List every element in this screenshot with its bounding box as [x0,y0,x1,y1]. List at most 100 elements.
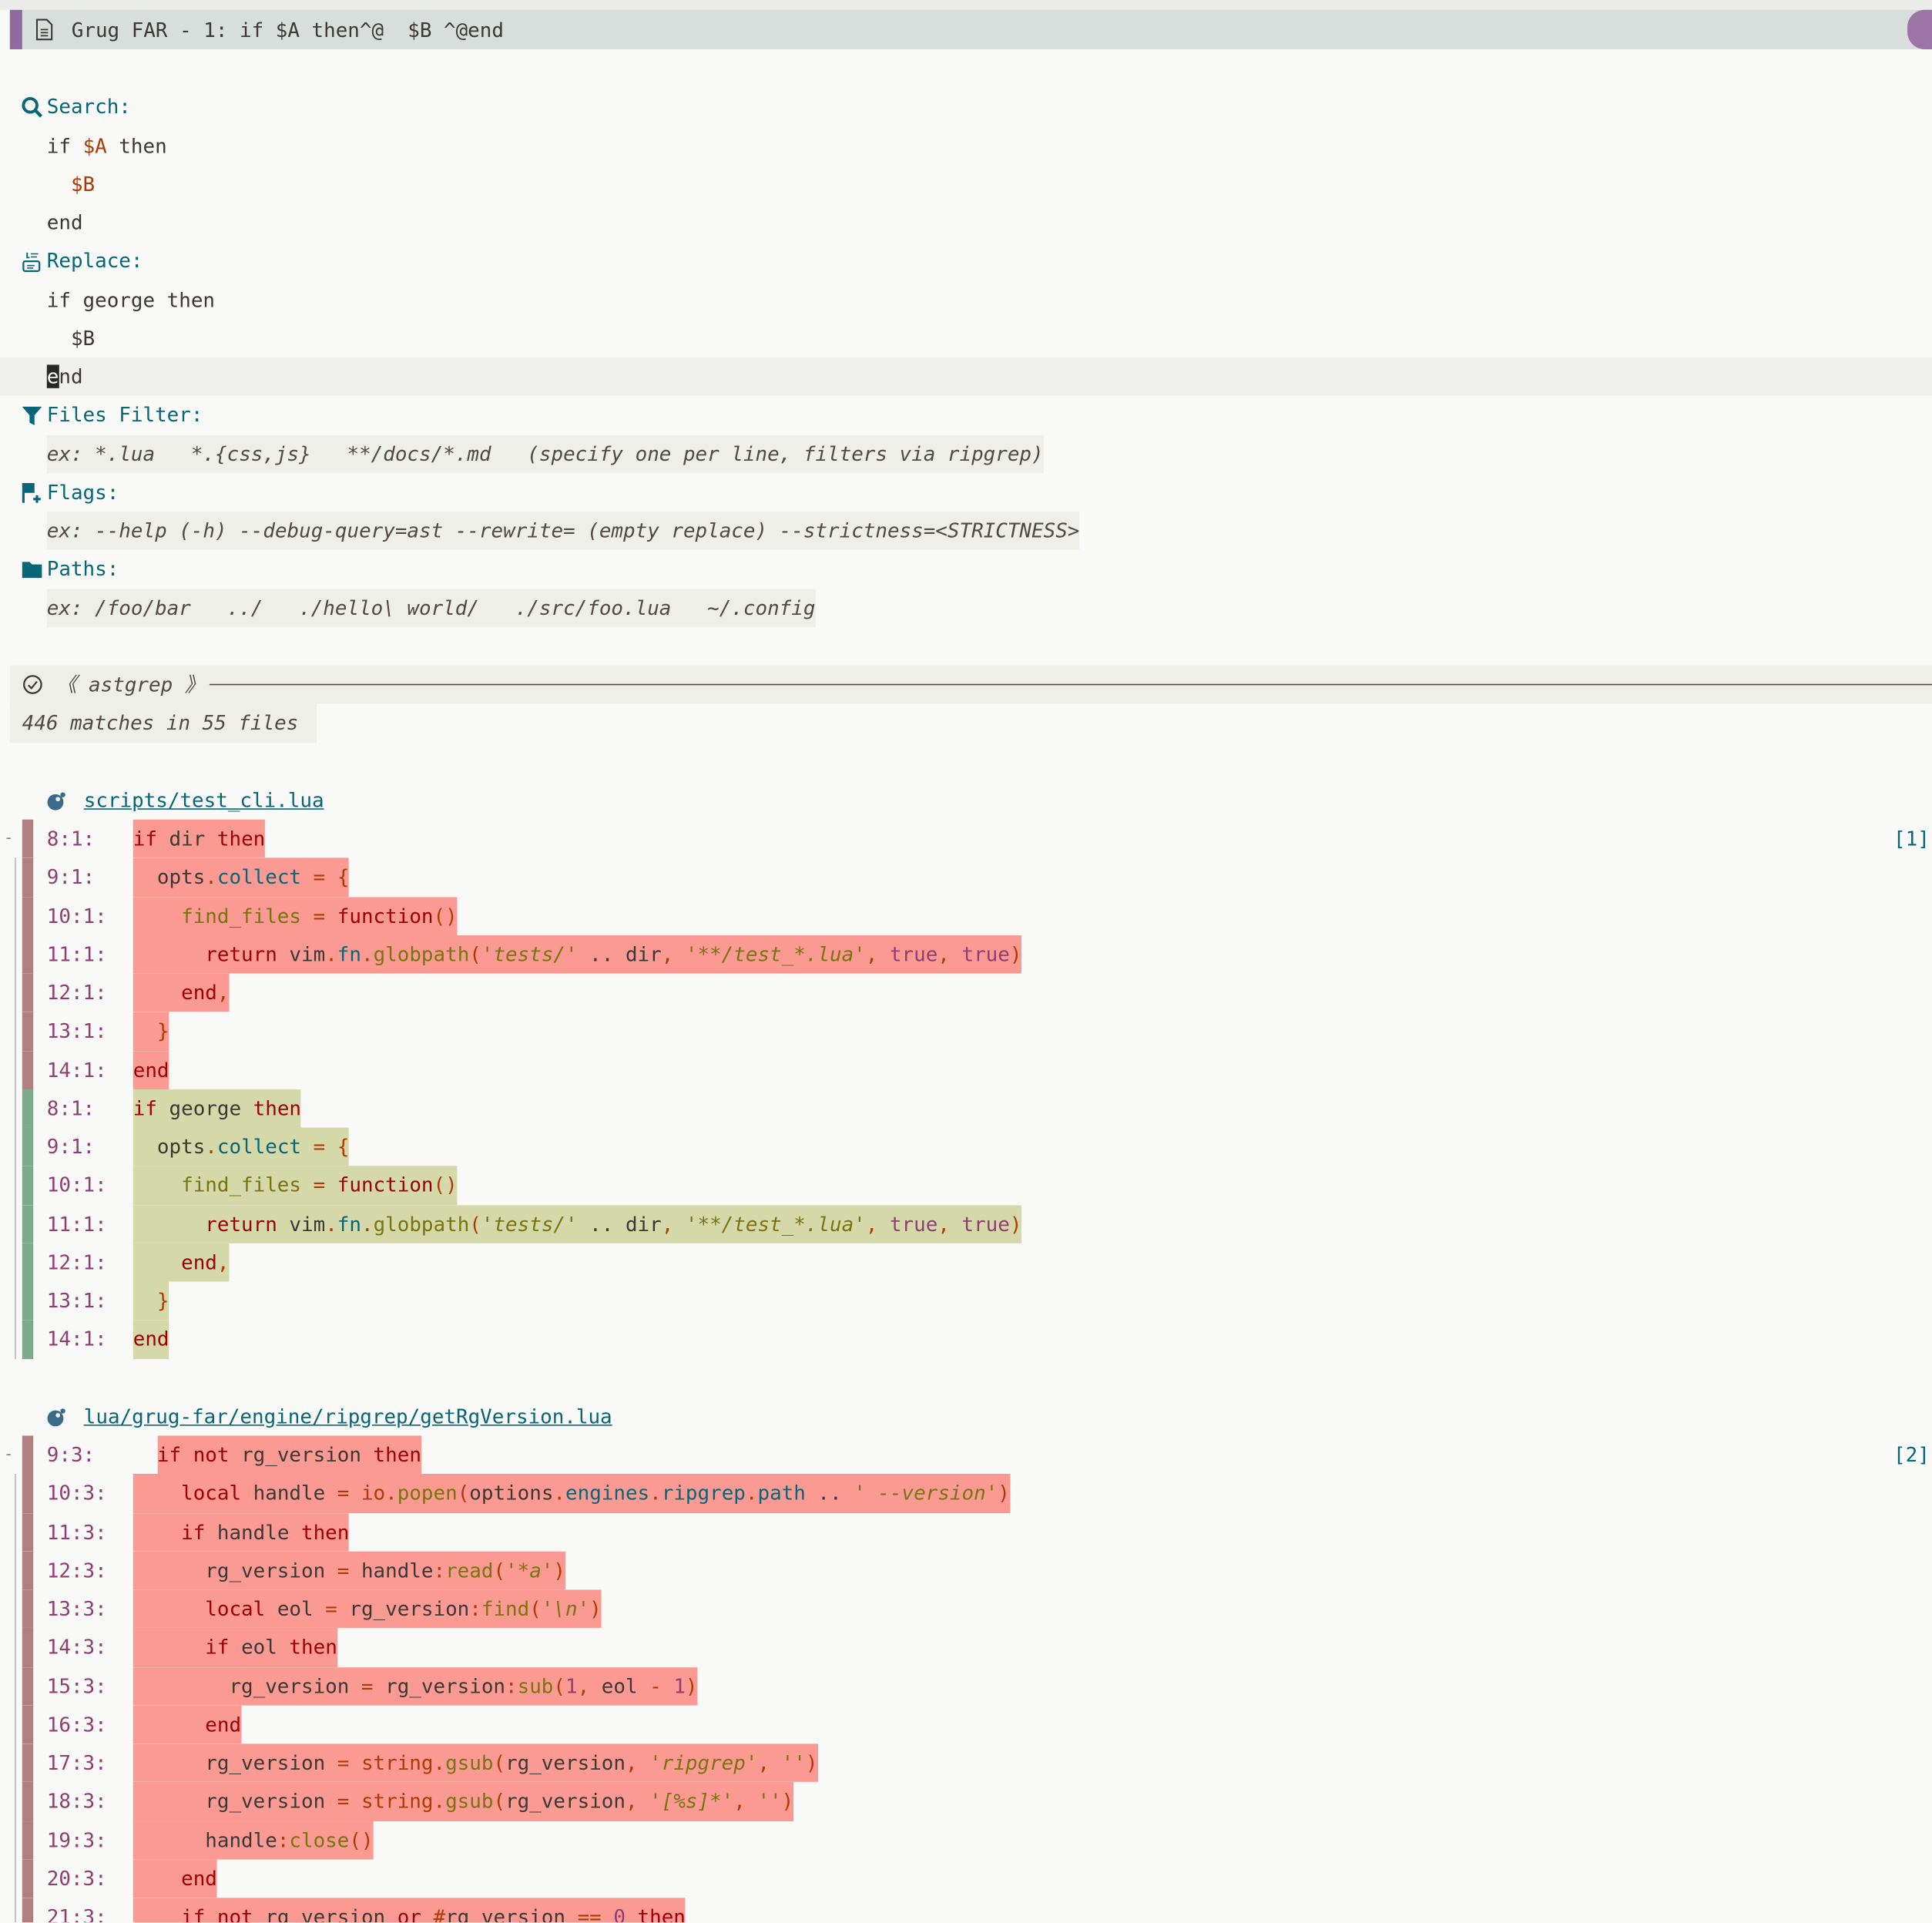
result-line[interactable]: 14:3: if eol then [0,1628,1932,1667]
result-line[interactable]: 9:1: opts.collect = { [0,1127,1932,1166]
removed-match: end [132,1050,169,1089]
code-token: . [325,1212,337,1236]
result-line[interactable]: 17:3: rg_version = string.gsub(rg_versio… [0,1743,1932,1783]
added-gutter-marker [22,1166,34,1205]
fold-marker[interactable]: - [3,1445,14,1465]
result-line[interactable]: 16:3: end [0,1705,1932,1744]
code-token: = [325,1596,350,1621]
code-line: return vim.fn.globpath('tests/' .. dir, … [132,935,1022,974]
search-input-line[interactable]: $B [70,172,96,196]
search-input-line[interactable]: end [46,210,83,234]
code-token [133,1867,181,1890]
flags-input[interactable]: ex: --help (-h) --debug-query=ast --rewr… [0,511,1932,550]
removed-match: end [132,1859,217,1898]
file-path-link[interactable]: scripts/test_cli.lua [83,788,324,812]
code-token: ) [1009,1212,1022,1236]
result-line[interactable]: 20:3: end [0,1859,1932,1898]
lua-file-icon [47,792,65,810]
files-filter-input[interactable]: ex: *.lua *.{css,js} **/docs/*.md (speci… [0,434,1932,473]
code-token [602,1905,614,1922]
code-token: ( [553,1673,565,1698]
code-token: '' [757,1789,782,1814]
code-token: { [337,865,350,889]
code-token: '**/test_*.lua' [685,942,866,966]
result-line[interactable]: 18:3: rg_version = string.gsub(rg_versio… [0,1782,1932,1821]
code-token: ( [493,1750,506,1775]
code-token: function [337,1173,434,1197]
result-line[interactable]: 9:1: opts.collect = { [0,857,1932,897]
code-line: return vim.fn.globpath('tests/' .. dir, … [132,1204,1022,1243]
result-line[interactable]: 11:1: return vim.fn.globpath('tests/' ..… [0,1204,1932,1243]
engine-status-bar: 《 astgrep 》 [9,665,1932,704]
code-token: : [469,1596,481,1621]
code-token: 1 [673,1673,686,1698]
replace-input-line[interactable]: $B [70,326,96,350]
code-token: collect [216,1135,302,1159]
result-line[interactable]: 12:1: end, [0,1243,1932,1282]
result-line[interactable]: 13:1: } [0,1281,1932,1321]
result-line[interactable]: 10:3: local handle = io.popen(options.en… [0,1474,1932,1513]
code-token: = [337,1750,361,1775]
code-token: } [156,1019,169,1043]
added-gutter-marker [22,1089,34,1128]
result-line[interactable]: 13:3: local eol = rg_version:find('\n') [0,1589,1932,1629]
removed-match: local handle = io.popen(options.engines.… [132,1474,1010,1513]
code-token: '*a' [505,1558,554,1582]
result-line[interactable]: 15:3: rg_version = rg_version:sub(1, eol… [0,1666,1932,1706]
code-token: ) [805,1750,818,1775]
code-token: local [181,1481,242,1505]
code-token: ) [1009,942,1022,966]
code-token: string [361,1750,434,1775]
buffer-title-bar: Grug FAR - 1: if $A then^@ $B ^@end [9,9,1932,49]
result-line[interactable]: 10:1: find_files = function() [0,1166,1932,1205]
code-token: io [361,1481,386,1505]
search-input-line[interactable]: if $A then [46,133,167,157]
code-token: path [757,1481,806,1505]
line-location: 12:3: [46,1558,107,1582]
added-gutter-marker [22,1127,34,1166]
code-token: true [889,1212,938,1236]
code-token: , [937,1212,962,1236]
code-token: } [156,1289,169,1313]
result-line[interactable]: 13:1: } [0,1012,1932,1051]
result-line[interactable]: 11:3: if handle then [0,1512,1932,1552]
code-token [133,1636,206,1659]
result-line[interactable]: 12:3: rg_version = handle:read('*a') [0,1551,1932,1590]
removed-gutter-marker [22,819,34,858]
code-token [133,1250,181,1274]
removed-match: if handle then [132,1512,350,1552]
result-line[interactable]: 19:3: handle:close() [0,1821,1932,1860]
code-line: } [132,1012,169,1051]
result-line[interactable]: 11:1: return vim.fn.globpath('tests/' ..… [0,935,1932,974]
result-line[interactable]: - [1] 8:1: if dir then [0,819,1932,858]
result-line[interactable]: 10:1: find_files = function() [0,896,1932,935]
result-line[interactable]: 14:1: end [0,1050,1932,1089]
result-line[interactable]: - [2] 9:3: if not rg_version then [0,1435,1932,1475]
removed-match: find_files = function() [132,896,458,935]
result-line[interactable]: 21:3: if not rg_version or #rg_version =… [0,1898,1932,1923]
flags-placeholder: ex: --help (-h) --debug-query=ast --rewr… [46,511,1079,550]
result-line[interactable]: 14:1: end [0,1320,1932,1359]
fold-marker[interactable]: - [3,829,14,848]
replace-input-line[interactable]: if george then [46,287,216,311]
code-token: rg_version [505,1750,626,1775]
code-token: rg_version [132,1673,361,1698]
file-path-link[interactable]: lua/grug-far/engine/ripgrep/getRgVersion… [83,1404,612,1428]
removed-match: rg_version = handle:read('*a') [132,1551,565,1590]
code-token: handle [132,1827,277,1852]
code-token: , [577,1673,602,1698]
code-token: ) [685,1673,698,1698]
result-line[interactable]: 12:1: end, [0,973,1932,1012]
code-token: 'tests/' [481,942,578,966]
result-line[interactable]: 8:1: if george then [0,1089,1932,1128]
code-token: '' [781,1750,806,1775]
removed-match: rg_version = string.gsub(rg_version, '[%… [132,1782,794,1821]
paths-input[interactable]: ex: /foo/bar ../ ./hello\ world/ ./src/f… [0,588,1932,627]
replace-input-line-current[interactable]: end [0,357,1932,396]
code-token: ' --version' [854,1481,998,1505]
code-token: 'ripgrep' [649,1750,758,1775]
code-token: then [301,1519,350,1544]
code-token: handle [205,1519,302,1544]
code-token: = [361,1673,386,1698]
added-replacement: } [132,1281,169,1321]
